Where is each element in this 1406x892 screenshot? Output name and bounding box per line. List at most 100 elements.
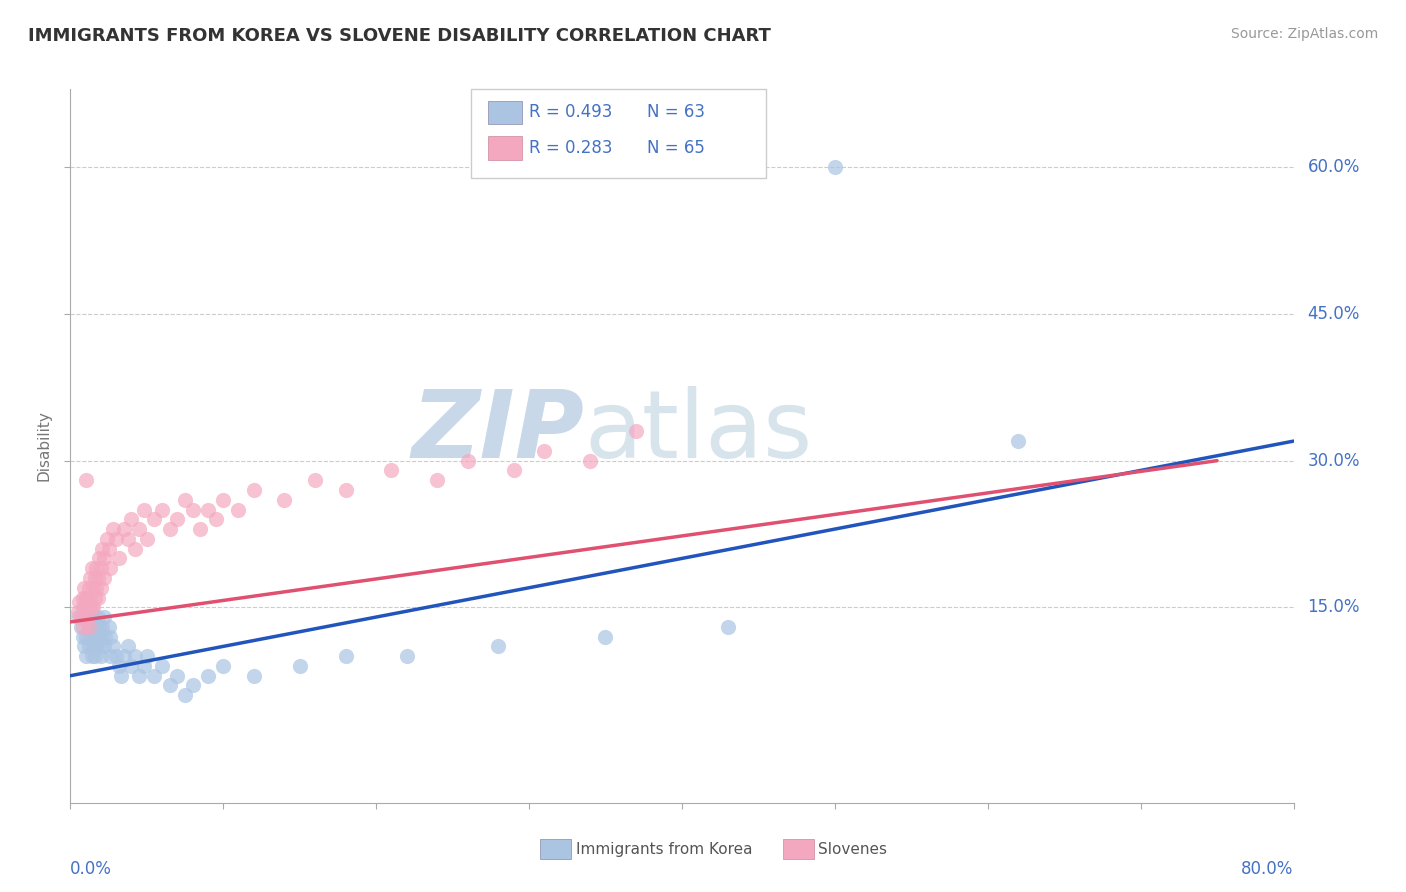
Point bbox=[121, 659, 143, 673]
Point bbox=[150, 659, 173, 673]
Point bbox=[72, 600, 94, 615]
Point bbox=[84, 581, 107, 595]
Point bbox=[188, 522, 211, 536]
Point bbox=[395, 649, 418, 664]
Text: ZIP: ZIP bbox=[411, 385, 583, 478]
Point bbox=[124, 649, 146, 664]
Point bbox=[75, 649, 97, 664]
Point bbox=[150, 502, 173, 516]
Point bbox=[72, 630, 94, 644]
Text: 45.0%: 45.0% bbox=[1308, 305, 1360, 323]
Point bbox=[128, 522, 150, 536]
Point bbox=[624, 425, 647, 439]
Point bbox=[80, 610, 103, 624]
Point bbox=[77, 640, 100, 654]
Point bbox=[181, 678, 204, 692]
Point bbox=[83, 591, 105, 605]
Point bbox=[69, 595, 91, 609]
Point bbox=[75, 600, 97, 615]
Point bbox=[84, 620, 107, 634]
Text: 60.0%: 60.0% bbox=[1308, 159, 1360, 177]
Point bbox=[70, 620, 93, 634]
Point bbox=[502, 463, 524, 477]
Point bbox=[89, 640, 111, 654]
Point bbox=[93, 571, 115, 585]
Text: 30.0%: 30.0% bbox=[1308, 451, 1360, 470]
Point bbox=[93, 551, 115, 566]
Point bbox=[75, 591, 97, 605]
Point bbox=[135, 649, 157, 664]
Point bbox=[80, 649, 103, 664]
Point bbox=[457, 453, 479, 467]
Point bbox=[82, 581, 104, 595]
Point bbox=[75, 473, 97, 487]
Point bbox=[83, 610, 105, 624]
Point bbox=[82, 640, 104, 654]
Point bbox=[82, 620, 104, 634]
Point bbox=[66, 610, 89, 624]
Point bbox=[82, 600, 104, 615]
Point bbox=[112, 649, 135, 664]
Point bbox=[204, 512, 226, 526]
Point bbox=[73, 640, 96, 654]
Point bbox=[76, 610, 98, 624]
Point bbox=[77, 620, 100, 634]
Point bbox=[197, 502, 219, 516]
Point bbox=[174, 492, 197, 507]
Point bbox=[108, 551, 131, 566]
Point bbox=[79, 600, 101, 615]
Point bbox=[87, 630, 110, 644]
Point bbox=[717, 620, 740, 634]
Point bbox=[75, 591, 97, 605]
Point bbox=[90, 630, 112, 644]
Point bbox=[335, 483, 357, 497]
Point bbox=[73, 581, 96, 595]
Point bbox=[824, 161, 846, 175]
Point bbox=[94, 630, 117, 644]
Point bbox=[83, 571, 105, 585]
Point bbox=[80, 561, 103, 575]
Point bbox=[90, 649, 112, 664]
Point bbox=[166, 669, 188, 683]
Point bbox=[101, 640, 124, 654]
Point bbox=[143, 512, 166, 526]
Point bbox=[124, 541, 146, 556]
Point bbox=[117, 532, 139, 546]
Point bbox=[197, 669, 219, 683]
Point bbox=[87, 610, 110, 624]
Text: 0.0%: 0.0% bbox=[70, 860, 112, 878]
Point bbox=[93, 640, 115, 654]
Point bbox=[595, 630, 617, 644]
Text: Source: ZipAtlas.com: Source: ZipAtlas.com bbox=[1230, 27, 1378, 41]
Point bbox=[212, 659, 235, 673]
Point bbox=[89, 620, 111, 634]
Point bbox=[135, 532, 157, 546]
Point bbox=[132, 502, 155, 516]
Point bbox=[77, 620, 100, 634]
Point bbox=[72, 591, 94, 605]
Point bbox=[79, 571, 101, 585]
Point bbox=[83, 630, 105, 644]
Point bbox=[101, 522, 124, 536]
Y-axis label: Disability: Disability bbox=[37, 410, 52, 482]
Point bbox=[273, 492, 295, 507]
Point bbox=[66, 605, 89, 619]
Text: 15.0%: 15.0% bbox=[1308, 599, 1360, 616]
Text: Immigrants from Korea: Immigrants from Korea bbox=[576, 842, 754, 856]
Point bbox=[304, 473, 326, 487]
Point bbox=[96, 532, 118, 546]
Text: N = 63: N = 63 bbox=[647, 103, 704, 121]
Point bbox=[105, 532, 128, 546]
Point bbox=[84, 561, 107, 575]
Point bbox=[335, 649, 357, 664]
Text: R = 0.493: R = 0.493 bbox=[529, 103, 612, 121]
Point bbox=[83, 649, 105, 664]
Text: atlas: atlas bbox=[583, 385, 813, 478]
Point bbox=[243, 669, 266, 683]
Point bbox=[117, 640, 139, 654]
Point bbox=[90, 561, 112, 575]
Point bbox=[72, 620, 94, 634]
Point bbox=[128, 669, 150, 683]
Point bbox=[243, 483, 266, 497]
Point bbox=[110, 669, 132, 683]
